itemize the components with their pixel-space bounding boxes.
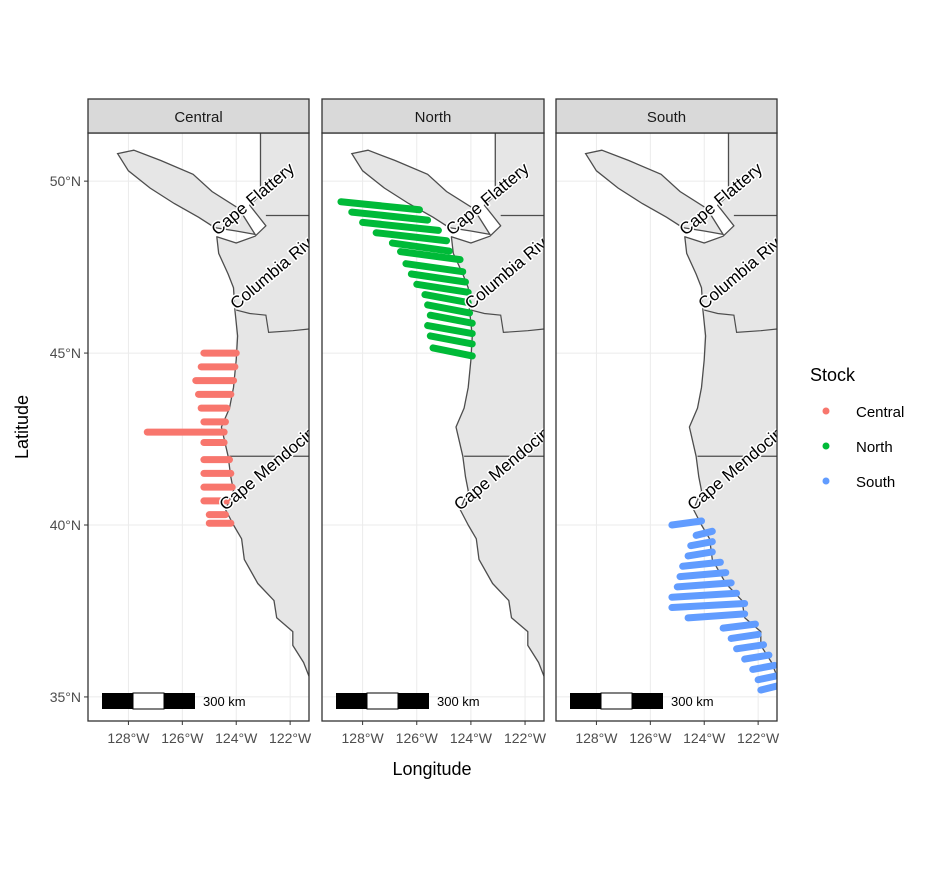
scale-bar: 300 km (336, 692, 480, 710)
scale-segment (366, 692, 399, 710)
scale-label: 300 km (203, 694, 246, 709)
y-tick-label: 35°N (50, 689, 81, 705)
x-tick-label: 122°W (269, 730, 312, 746)
x-tick-label: 126°W (629, 730, 672, 746)
scale-segment (132, 692, 165, 710)
transect (388, 239, 453, 255)
scale-segment (600, 692, 633, 710)
transect (727, 630, 762, 642)
facet-strip-label: Central (174, 109, 222, 126)
transect (692, 527, 716, 539)
scale-segment (102, 693, 133, 709)
x-tick-label: 122°W (737, 730, 780, 746)
transect (668, 517, 706, 529)
island-polygon (116, 149, 257, 236)
x-tick-label: 128°W (107, 730, 150, 746)
y-tick-label: 40°N (50, 517, 81, 533)
transect (719, 620, 759, 632)
river-boundary (704, 309, 777, 334)
river-boundary (470, 309, 544, 334)
series-south (668, 517, 777, 694)
transect (429, 344, 476, 360)
legend-key (822, 477, 830, 485)
land-polygon (216, 133, 309, 677)
legend: Stock Central North South (810, 365, 904, 491)
transect (337, 198, 423, 214)
x-tick-label: 124°W (215, 730, 258, 746)
x-tick-label: 128°W (342, 730, 385, 746)
facet-strip-label: North (415, 109, 452, 126)
transect (684, 548, 716, 560)
facet-strip-label: South (647, 109, 686, 126)
x-tick-label: 124°W (683, 730, 726, 746)
legend-label: Central (856, 404, 904, 421)
island-polygon (350, 149, 492, 236)
transect (426, 311, 476, 327)
scale-segment (632, 693, 663, 709)
series-central (143, 349, 240, 527)
transect (687, 538, 716, 550)
transect (684, 610, 749, 622)
transect (424, 322, 476, 338)
x-axis-title: Longitude (392, 759, 471, 779)
scale-segment (164, 693, 195, 709)
y-tick-label: 50°N (50, 173, 81, 189)
transect (348, 208, 432, 224)
transect (402, 260, 467, 276)
x-tick-label: 128°W (575, 730, 618, 746)
facet-strip (87, 98, 310, 134)
scale-label: 300 km (671, 694, 714, 709)
legend-key (822, 407, 830, 415)
land-polygon (450, 133, 544, 677)
facet-strip (321, 98, 545, 134)
y-axis-title: Latitude (12, 395, 32, 459)
scale-segment (336, 693, 367, 709)
legend-label: North (856, 439, 893, 456)
transect (421, 291, 472, 307)
scale-segment (398, 693, 429, 709)
transect (359, 218, 442, 234)
transect (676, 569, 730, 581)
transect (668, 589, 741, 601)
scale-label: 300 km (437, 694, 480, 709)
x-tick-label: 122°W (504, 730, 547, 746)
x-tick-label: 126°W (161, 730, 204, 746)
scale-bar: 300 km (102, 692, 246, 710)
y-tick-label: 45°N (50, 345, 81, 361)
transect (668, 600, 749, 612)
transect (673, 579, 735, 591)
legend-label: South (856, 474, 895, 491)
transect (372, 229, 451, 245)
transect (679, 558, 724, 570)
transect (749, 661, 777, 673)
legend-title: Stock (810, 365, 856, 385)
transect (407, 270, 469, 286)
river-boundary (236, 309, 309, 334)
x-tick-label: 126°W (396, 730, 439, 746)
transect (426, 332, 476, 348)
scale-segment (570, 693, 601, 709)
facet-strip (555, 98, 778, 134)
transect (741, 651, 773, 663)
island-polygon (584, 149, 725, 236)
x-tick-label: 124°W (450, 730, 493, 746)
transect (757, 682, 777, 694)
legend-key (822, 442, 830, 450)
transect (733, 641, 768, 653)
transect (397, 248, 464, 264)
transect (424, 301, 474, 317)
scale-bar: 300 km (570, 692, 714, 710)
series-north (337, 198, 476, 360)
transect (754, 672, 777, 684)
transect (413, 280, 472, 296)
